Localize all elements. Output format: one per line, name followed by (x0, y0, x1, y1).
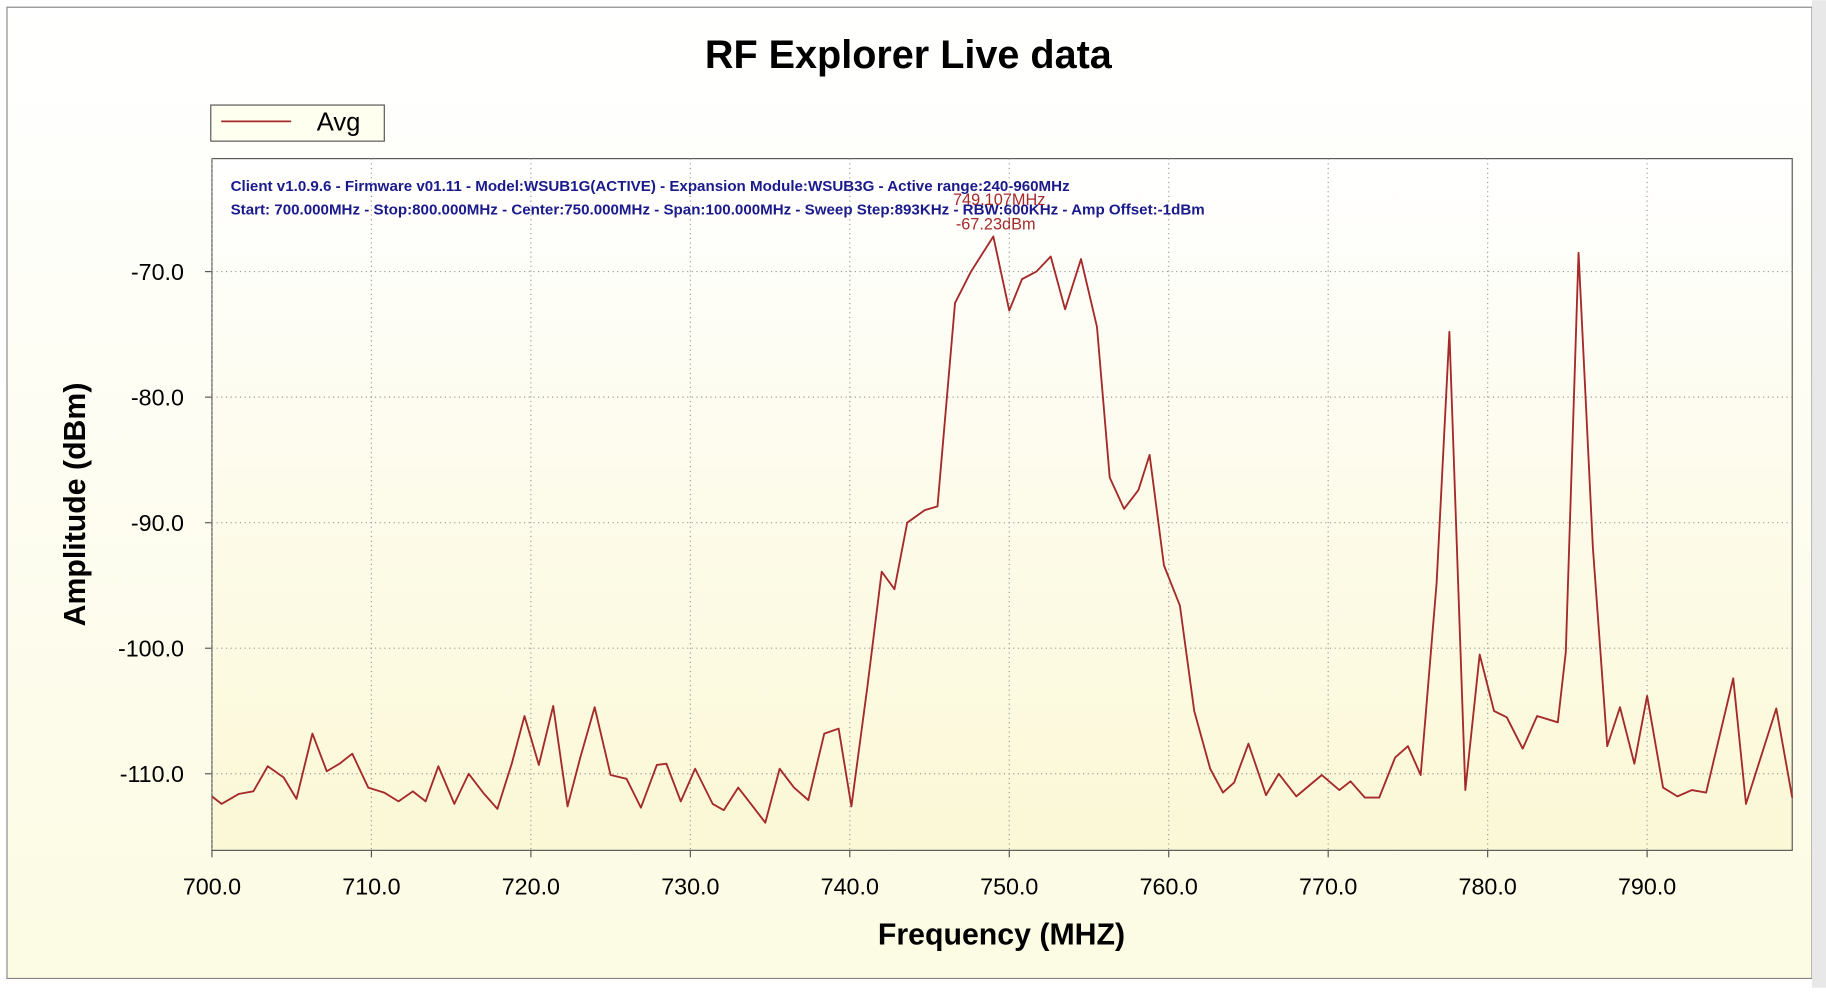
x-tick-label: 780.0 (1459, 874, 1517, 900)
y-tick-label: -100.0 (118, 635, 184, 661)
y-tick-label: -110.0 (120, 761, 184, 787)
x-tick-label: 740.0 (821, 874, 879, 900)
chart-title: RF Explorer Live data (705, 33, 1113, 77)
x-tick-label: 700.0 (183, 874, 241, 900)
scroll-edge (1812, 0, 1826, 988)
y-tick-label: -70.0 (131, 259, 184, 285)
x-tick-label: 770.0 (1299, 874, 1357, 900)
legend: Avg (210, 104, 385, 142)
legend-box (210, 104, 385, 142)
info-line: Client v1.0.9.6 - Firmware v01.11 - Mode… (231, 178, 1071, 195)
x-tick-label: 730.0 (661, 874, 719, 900)
y-tick-label: -80.0 (131, 384, 184, 410)
y-axis-title: Amplitude (dBm) (59, 383, 92, 627)
legend-label: Avg (317, 109, 361, 137)
y-tick-label: -90.0 (131, 510, 184, 536)
x-tick-label: 710.0 (342, 874, 400, 900)
x-tick-label: 720.0 (502, 874, 560, 900)
marker-amplitude: -67.23dBm (956, 216, 1036, 234)
series-line (211, 235, 1794, 824)
x-tick-label: 750.0 (980, 874, 1038, 900)
marker-frequency: 749.107MHz (953, 191, 1045, 209)
info-line: Start: 700.000MHz - Stop:800.000MHz - Ce… (231, 202, 1205, 219)
x-tick-label: 760.0 (1140, 874, 1198, 900)
plot-area (211, 158, 1793, 851)
x-axis-title: Frequency (MHZ) (878, 919, 1125, 952)
x-tick-label: 790.0 (1618, 874, 1676, 900)
